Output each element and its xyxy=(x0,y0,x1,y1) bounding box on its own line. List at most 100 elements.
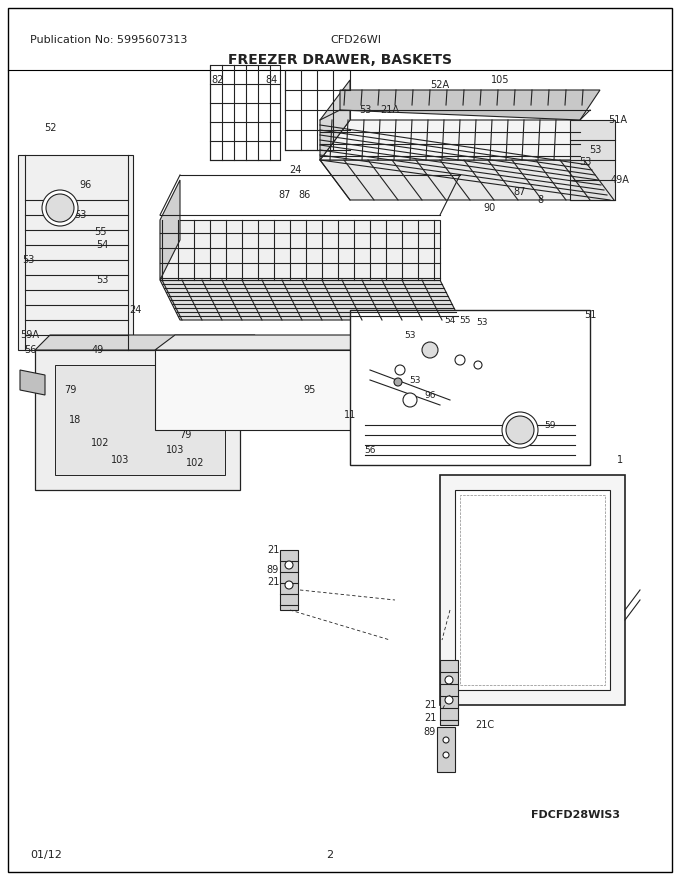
Text: 21C: 21C xyxy=(475,720,494,730)
Text: 103: 103 xyxy=(166,445,184,455)
Bar xyxy=(437,727,455,772)
Text: 51: 51 xyxy=(584,310,596,320)
Bar xyxy=(455,490,610,690)
Circle shape xyxy=(46,194,74,222)
Text: 55: 55 xyxy=(459,316,471,325)
Circle shape xyxy=(394,378,402,386)
Text: 89: 89 xyxy=(424,727,436,737)
Text: 53: 53 xyxy=(96,275,108,285)
Bar xyxy=(18,155,133,350)
Text: 52A: 52A xyxy=(430,80,449,90)
Circle shape xyxy=(403,393,417,407)
Text: FDCFD28WIS3: FDCFD28WIS3 xyxy=(531,810,620,820)
Circle shape xyxy=(395,365,405,375)
Circle shape xyxy=(285,581,293,589)
Text: 1: 1 xyxy=(617,455,623,465)
Text: 102: 102 xyxy=(186,458,204,468)
Text: 89: 89 xyxy=(267,565,279,575)
Text: 53: 53 xyxy=(22,255,34,265)
Polygon shape xyxy=(20,370,45,395)
Text: Publication No: 5995607313: Publication No: 5995607313 xyxy=(30,35,188,45)
Text: 54: 54 xyxy=(96,240,108,250)
Text: 54: 54 xyxy=(444,316,456,325)
Text: 53: 53 xyxy=(404,331,415,340)
Text: 53: 53 xyxy=(589,145,601,155)
Polygon shape xyxy=(35,335,255,350)
Bar xyxy=(460,495,605,685)
Text: 21: 21 xyxy=(267,545,279,555)
Circle shape xyxy=(445,676,453,684)
Polygon shape xyxy=(320,80,350,160)
Bar xyxy=(350,310,590,465)
Text: 103: 103 xyxy=(111,455,129,465)
Text: 95: 95 xyxy=(304,385,316,395)
Text: 49: 49 xyxy=(92,345,104,355)
Text: 21A: 21A xyxy=(381,105,399,115)
Text: 96: 96 xyxy=(424,391,436,400)
Text: 96: 96 xyxy=(79,180,91,190)
Text: 56: 56 xyxy=(364,445,376,454)
Text: 53: 53 xyxy=(579,157,591,167)
Polygon shape xyxy=(160,220,440,280)
Circle shape xyxy=(445,696,453,704)
Text: 59A: 59A xyxy=(20,330,39,340)
Bar xyxy=(210,65,280,160)
Text: 49A: 49A xyxy=(611,175,630,185)
Polygon shape xyxy=(160,180,180,280)
Circle shape xyxy=(455,355,465,365)
Text: 86: 86 xyxy=(299,190,311,200)
Circle shape xyxy=(443,752,449,758)
Text: 98: 98 xyxy=(50,203,62,212)
Text: 59: 59 xyxy=(544,421,556,429)
Circle shape xyxy=(42,190,78,226)
Polygon shape xyxy=(155,335,480,350)
Text: 21: 21 xyxy=(424,713,436,723)
Circle shape xyxy=(285,561,293,569)
Bar xyxy=(55,365,225,475)
Polygon shape xyxy=(35,350,240,490)
Bar xyxy=(285,70,350,150)
Polygon shape xyxy=(320,120,580,160)
Circle shape xyxy=(506,416,534,444)
Text: 55: 55 xyxy=(94,227,106,237)
Text: 79: 79 xyxy=(64,385,76,395)
Circle shape xyxy=(502,412,538,448)
Text: 105: 105 xyxy=(491,75,509,85)
Text: 53: 53 xyxy=(74,210,86,220)
Text: 52: 52 xyxy=(44,123,56,133)
Text: 53: 53 xyxy=(409,376,421,385)
Text: 2: 2 xyxy=(326,850,334,860)
Text: 82: 82 xyxy=(211,75,224,85)
Text: FREEZER DRAWER, BASKETS: FREEZER DRAWER, BASKETS xyxy=(228,53,452,67)
Bar xyxy=(440,475,625,705)
Circle shape xyxy=(443,737,449,743)
Polygon shape xyxy=(155,350,460,430)
Text: 21: 21 xyxy=(424,700,436,710)
Text: 8: 8 xyxy=(537,195,543,205)
Text: 87: 87 xyxy=(279,190,291,200)
Text: 01/12: 01/12 xyxy=(30,850,62,860)
Circle shape xyxy=(422,342,438,358)
Polygon shape xyxy=(160,280,460,320)
Bar xyxy=(570,120,615,200)
Bar xyxy=(280,550,298,610)
Text: 18: 18 xyxy=(69,415,81,425)
Polygon shape xyxy=(320,160,610,200)
Text: 21: 21 xyxy=(267,577,279,587)
Text: 53: 53 xyxy=(359,105,371,115)
Text: 90: 90 xyxy=(484,203,496,213)
Circle shape xyxy=(474,361,482,369)
Text: 24: 24 xyxy=(129,305,141,315)
Text: 24: 24 xyxy=(289,165,301,175)
Text: 79: 79 xyxy=(179,430,191,440)
Text: 53: 53 xyxy=(476,318,488,326)
Text: 87: 87 xyxy=(514,187,526,197)
Polygon shape xyxy=(340,90,600,120)
Text: 84: 84 xyxy=(266,75,278,85)
Text: CFD26WI: CFD26WI xyxy=(330,35,381,45)
Text: 56: 56 xyxy=(24,345,36,355)
Text: 11: 11 xyxy=(344,410,356,420)
Bar xyxy=(440,660,458,725)
Text: 102: 102 xyxy=(90,438,109,448)
Text: 97: 97 xyxy=(510,426,522,435)
